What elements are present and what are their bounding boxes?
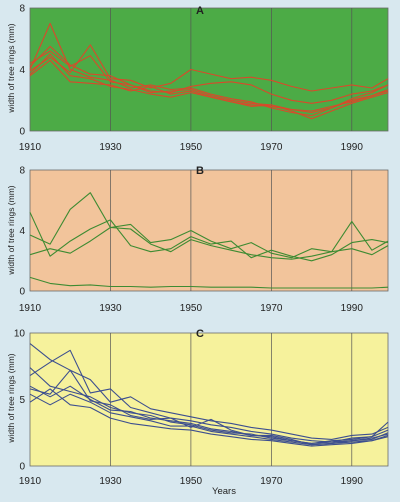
panel-c-xtick-label: 1970 — [260, 476, 283, 487]
panel-b-title: B — [196, 165, 204, 177]
panel-a-series-line-5 — [29, 50, 389, 104]
panel-c-series-line-1 — [29, 343, 389, 440]
panel-a-xticks: 1910 1930 1950 1970 1990 — [19, 142, 363, 153]
panel-c-ytick-label: 10 — [14, 329, 26, 340]
panel-a: A width of tree rings (mm) 048 1910 1930 1… — [6, 4, 389, 153]
panel-a-title: A — [196, 5, 204, 17]
panel-c-xtick-label: 1990 — [341, 476, 364, 487]
panel-a-xtick-label: 1950 — [180, 142, 203, 153]
panel-a-plot — [29, 7, 389, 132]
panel-a-xtick-label: 1990 — [341, 142, 364, 153]
panel-b-xticks: 1910 1930 1950 1970 1990 — [19, 303, 363, 314]
panel-c: C width of tree rings (mm) 0 5 10 1910 1930… — [6, 328, 389, 487]
panel-b-xtick-label: 1950 — [180, 303, 203, 314]
panel-c-xtick-label: 1950 — [180, 476, 203, 487]
panel-b-ytick-label: 4 — [19, 226, 25, 237]
panel-a-ytick-label: 4 — [19, 65, 25, 76]
panel-b-xtick-label: 1970 — [260, 303, 283, 314]
panel-c-series-line-6 — [29, 388, 389, 447]
panel-c-series-line-5 — [29, 367, 389, 444]
panel-b-ytick-label: 0 — [19, 287, 25, 298]
panel-a-yticks: 0 4 8 — [19, 4, 25, 138]
panel-b-yticks: 0 4 8 — [19, 166, 25, 298]
panel-a-ylabel: width of tree rings (mm) — [6, 23, 16, 113]
panel-c-ylabel: width of tree rings (mm) — [6, 353, 16, 443]
panel-a-xtick-label: 1970 — [260, 142, 283, 153]
panel-a-series-line-6 — [29, 53, 389, 112]
panel-b-plot-area — [29, 169, 389, 292]
panel-c-series-line-7 — [29, 369, 389, 446]
panel-a-ytick-label: 8 — [19, 4, 25, 15]
panel-c-xticks: 1910 1930 1950 1970 1990 — [19, 476, 363, 487]
x-axis-label: Years — [212, 486, 236, 497]
panel-b-series-line-2 — [29, 212, 389, 262]
panel-c-ytick-label: 0 — [19, 462, 25, 473]
panel-a-plot-area — [29, 7, 389, 132]
panel-c-title: C — [196, 328, 204, 340]
panel-b-series-line-4 — [29, 276, 389, 289]
panel-b-xtick-label: 1990 — [341, 303, 364, 314]
panel-a-xtick-label: 1930 — [99, 142, 122, 153]
panel-a-ytick-label: 0 — [19, 127, 25, 138]
panel-c-yticks: 0 5 10 — [14, 329, 26, 473]
panel-c-xtick-label: 1930 — [99, 476, 122, 487]
panel-b-series-line-3 — [29, 226, 389, 260]
panel-b-xtick-label: 1910 — [19, 303, 42, 314]
panel-c-series-line-3 — [29, 385, 389, 444]
panel-b: B width of tree rings (mm) 048 1910 1930 1… — [6, 165, 389, 314]
panel-a-series-line-3 — [29, 22, 389, 117]
panel-b-xtick-label: 1930 — [99, 303, 122, 314]
panel-a-series-line-4 — [29, 44, 389, 92]
panel-a-xtick-label: 1910 — [19, 142, 42, 153]
panel-b-ylabel: width of tree rings (mm) — [6, 185, 16, 275]
panel-b-ytick-label: 8 — [19, 166, 25, 177]
panel-c-plot — [29, 332, 389, 467]
panel-c-ytick-label: 5 — [19, 395, 25, 406]
panel-c-xtick-label: 1910 — [19, 476, 42, 487]
panel-b-plot — [29, 169, 389, 292]
